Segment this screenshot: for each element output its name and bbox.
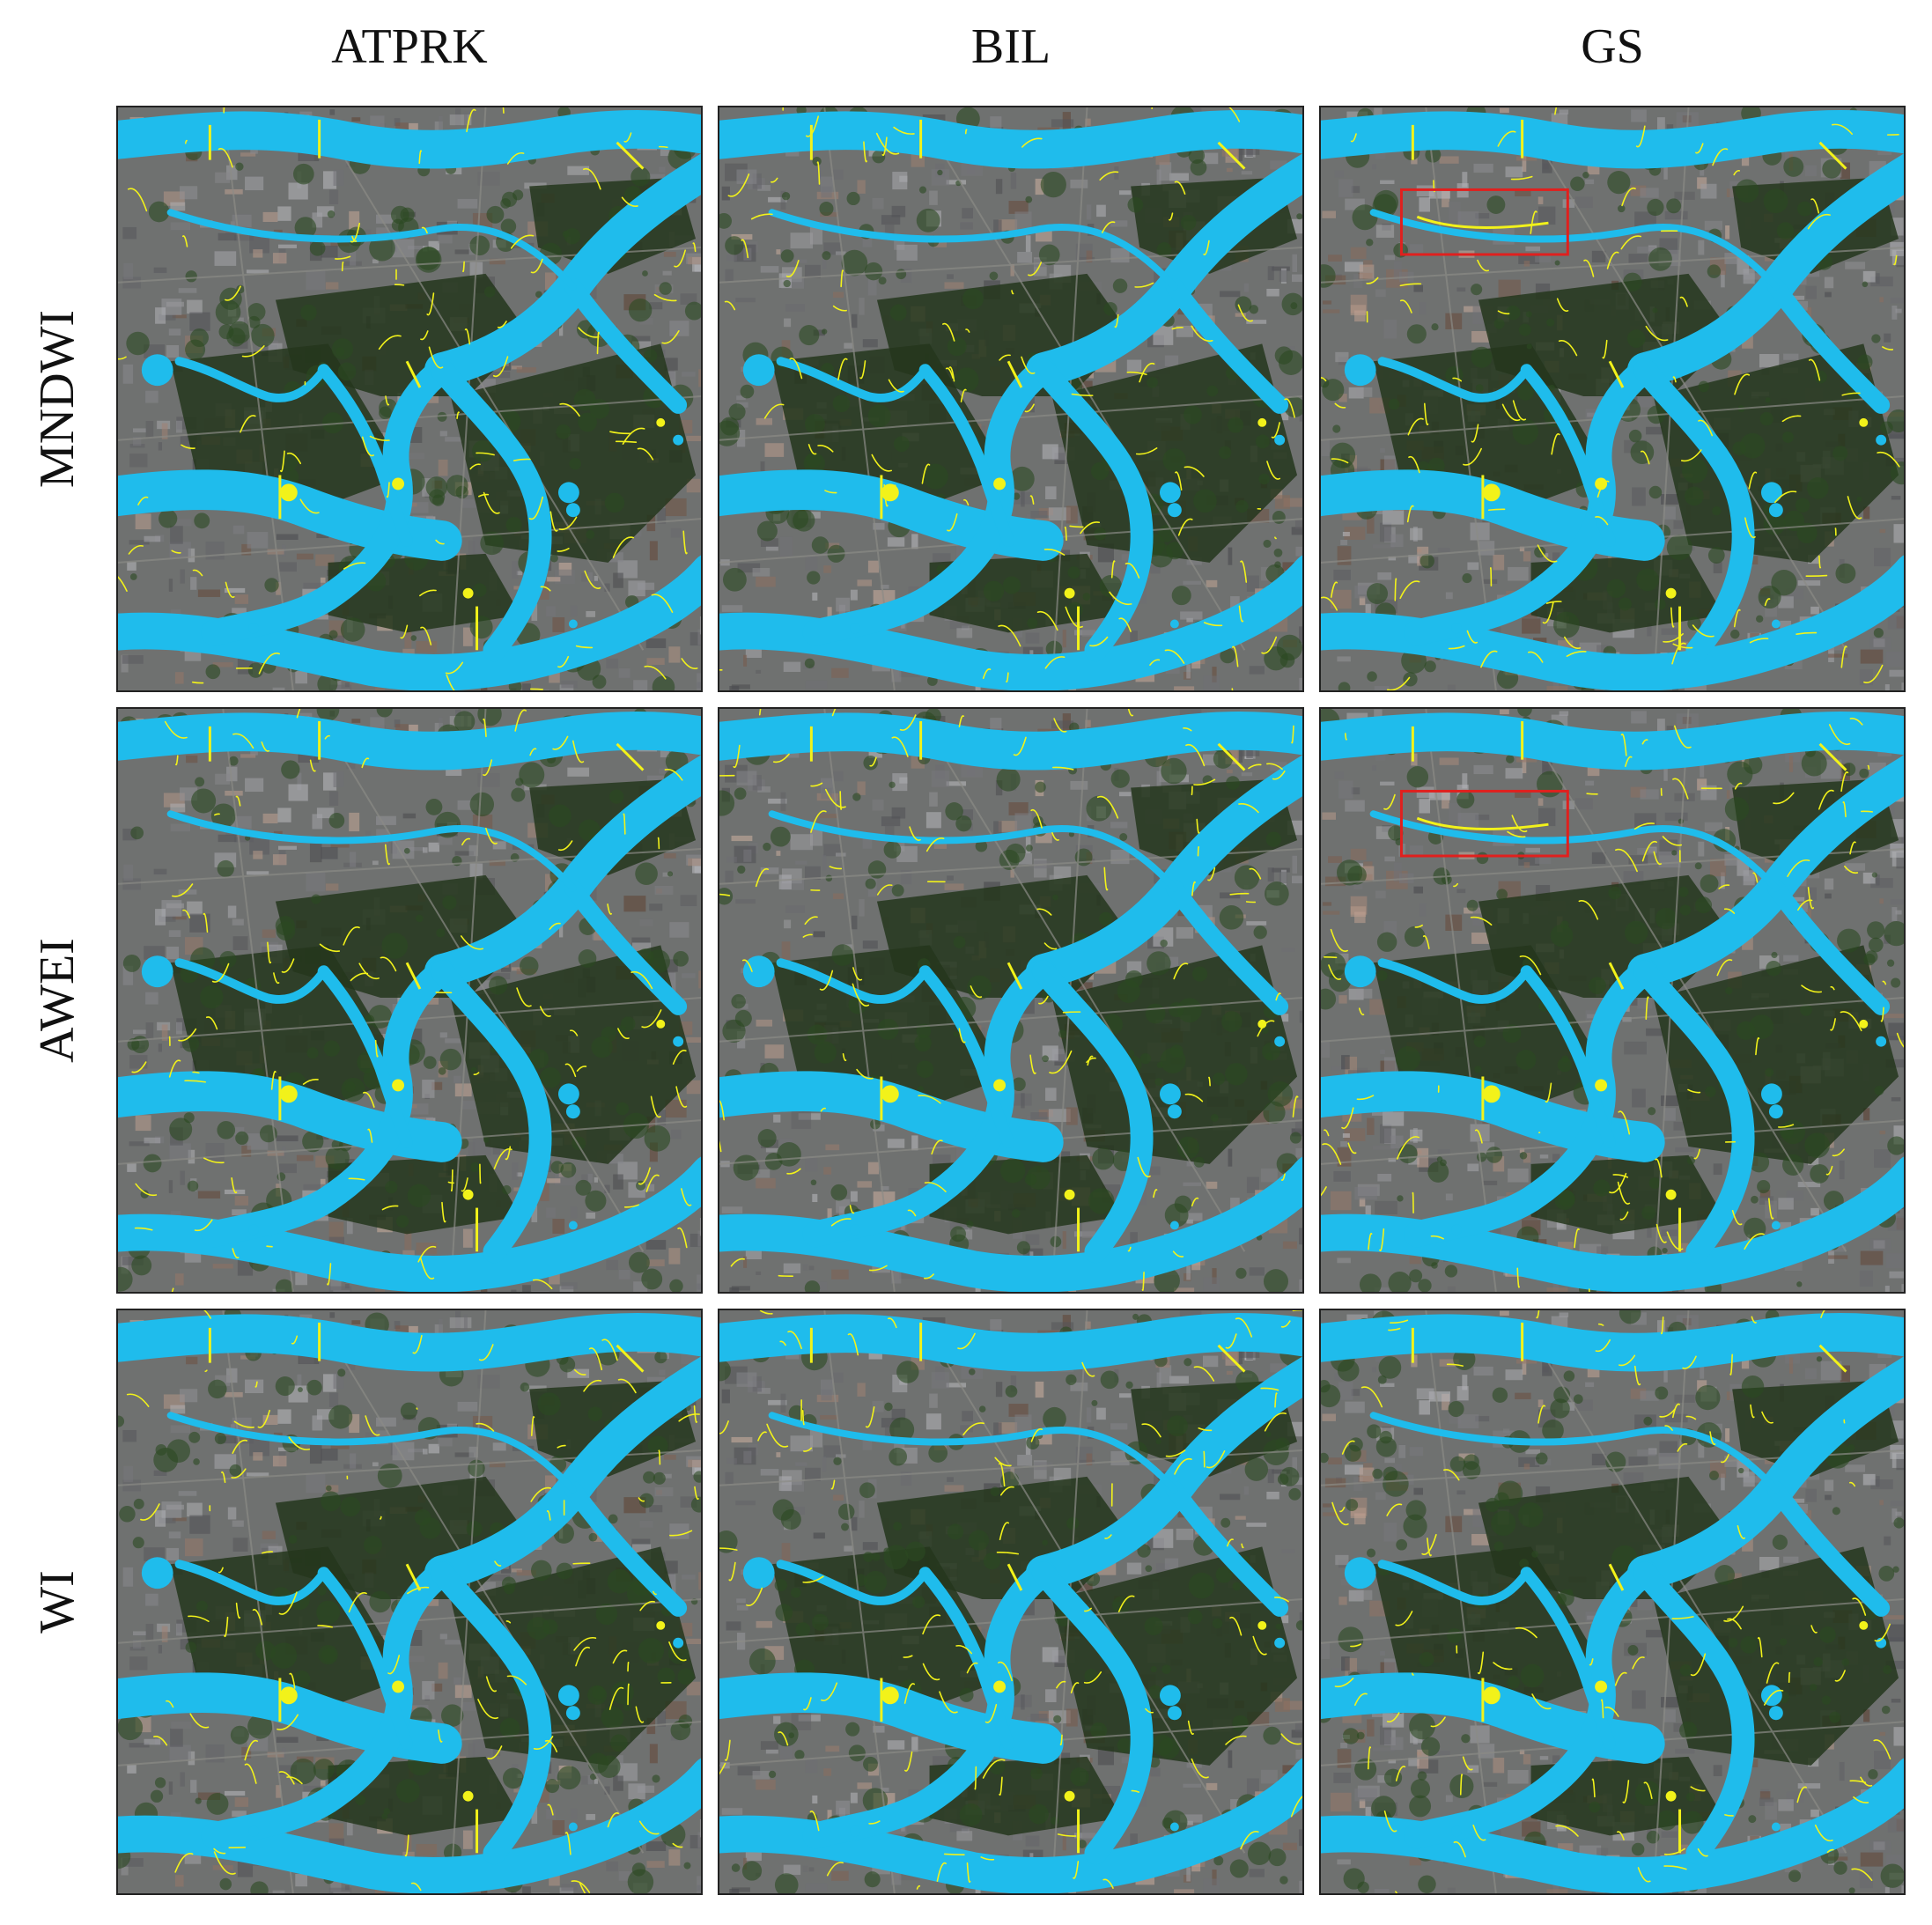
highlight-box: [1399, 789, 1569, 858]
satellite-map-image: [719, 107, 1302, 690]
highlight-box: [1399, 188, 1569, 256]
satellite-map-image: [719, 1310, 1302, 1893]
panel-awei-atprk: [116, 707, 703, 1294]
column-label-gs: GS: [1581, 19, 1644, 74]
satellite-map-image: [118, 1310, 701, 1893]
panel-wi-gs: [1319, 1309, 1906, 1895]
satellite-map-image: [1321, 1310, 1904, 1893]
row-label-wi: WI: [29, 1570, 85, 1634]
satellite-map-image: [118, 709, 701, 1292]
row-label-awei: AWEI: [30, 938, 85, 1063]
panel-awei-bil: [718, 707, 1304, 1294]
panel-mndwi-atprk: [116, 106, 703, 692]
column-label-bil: BIL: [970, 19, 1051, 74]
satellite-map-image: [719, 709, 1302, 1292]
row-label-mndwi: MNDWI: [30, 309, 85, 489]
satellite-map-image: [118, 107, 701, 690]
panel-mndwi-gs: [1319, 106, 1906, 692]
panel-awei-gs: [1319, 707, 1906, 1294]
column-label-atprk: ATPRK: [331, 19, 488, 74]
panel-wi-atprk: [116, 1309, 703, 1895]
satellite-map-image: [1321, 709, 1904, 1292]
panel-mndwi-bil: [718, 106, 1304, 692]
panel-wi-bil: [718, 1309, 1304, 1895]
satellite-map-image: [1321, 107, 1904, 690]
